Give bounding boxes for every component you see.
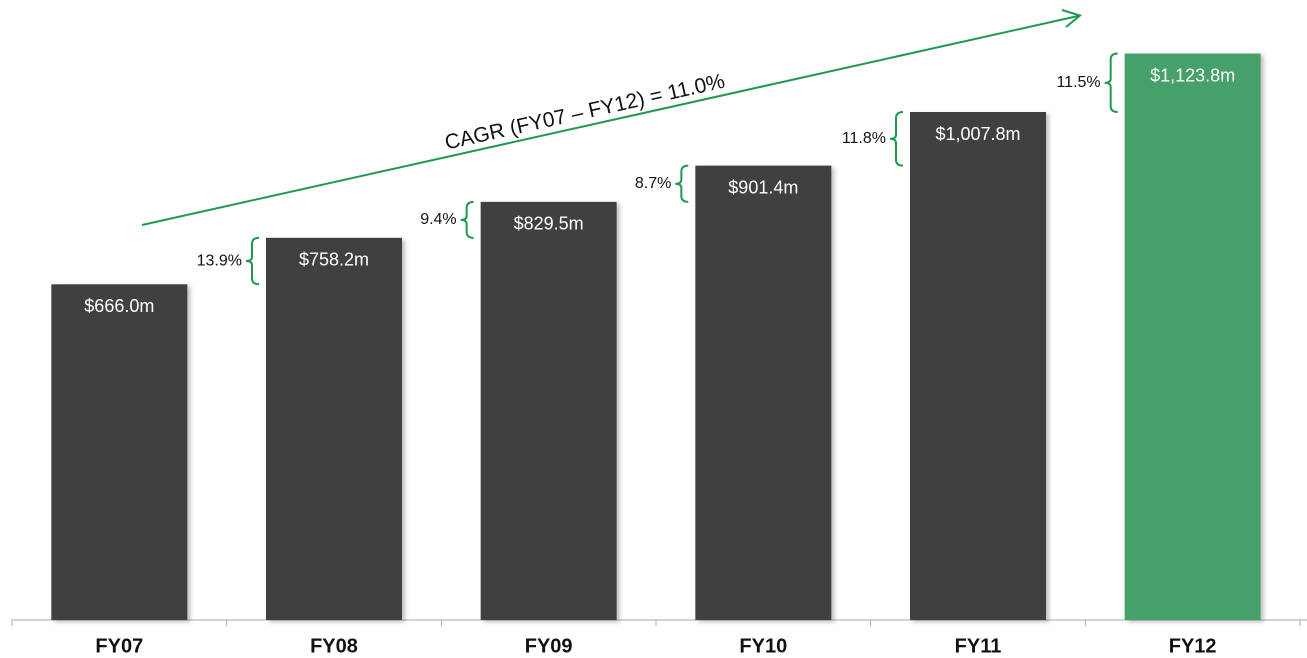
value-label: $1,007.8m [935, 124, 1020, 144]
growth-brace [460, 200, 474, 239]
bar [51, 284, 188, 620]
cagr-arrow [141, 9, 1083, 226]
value-label: $901.4m [728, 177, 798, 197]
growth-brace [245, 236, 260, 286]
growth-brace [889, 111, 904, 167]
growth-label: 11.5% [1056, 74, 1100, 91]
bar [1124, 53, 1261, 620]
bar [695, 165, 832, 620]
cagr-arrow-head [1061, 9, 1083, 28]
value-label: $666.0m [84, 296, 154, 316]
x-tick-label: FY09 [525, 635, 573, 657]
x-tick-label: FY12 [1169, 635, 1217, 657]
x-tick-label: FY08 [310, 635, 358, 657]
value-label: $1,123.8m [1150, 65, 1235, 85]
growth-brace [675, 164, 689, 203]
bar [910, 112, 1046, 621]
growth-label: 13.9% [197, 252, 242, 269]
bar [266, 237, 402, 621]
x-tick-label: FY07 [95, 635, 143, 657]
cagr-annotation: CAGR (FY07 – FY12) = 11.0% [443, 70, 727, 155]
value-label: $829.5m [514, 214, 584, 234]
growth-label: 11.8% [842, 130, 886, 147]
cagr-arrow-line [141, 15, 1079, 226]
bar [480, 201, 617, 620]
growth-label: 9.4% [420, 211, 456, 228]
growth-brace [1104, 52, 1118, 114]
x-tick-label: FY11 [955, 635, 1002, 657]
value-label: $758.2m [299, 250, 369, 270]
growth-label: 8.7% [635, 175, 671, 192]
x-tick-label: FY10 [739, 635, 787, 657]
